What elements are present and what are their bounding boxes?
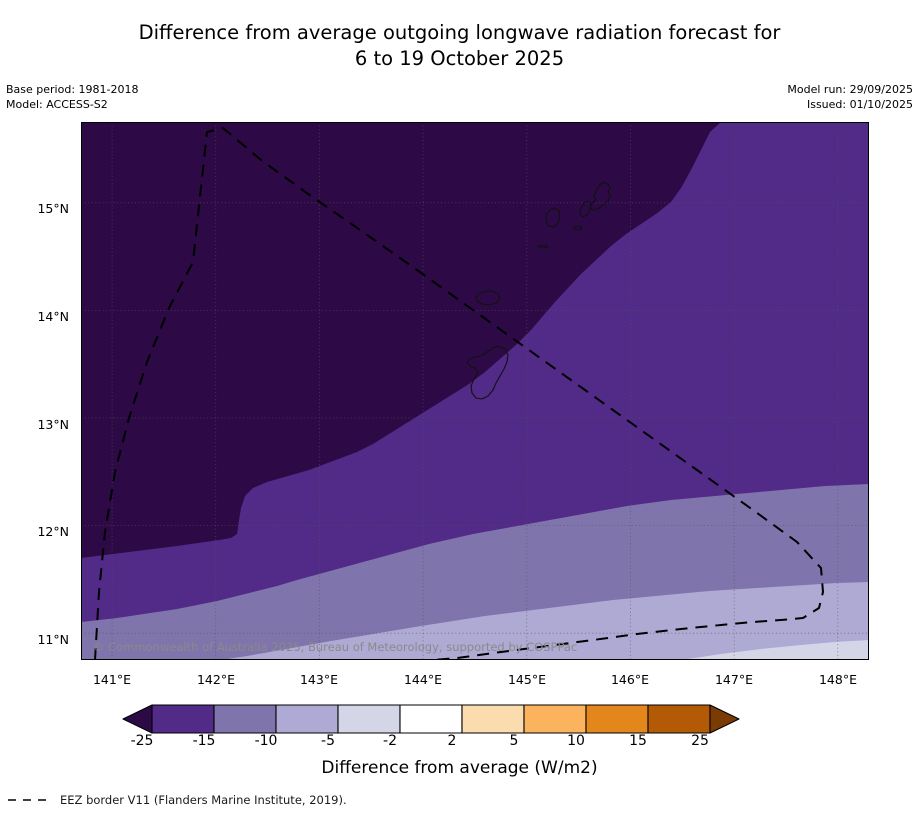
colorbar-tick-5: 5 (509, 733, 519, 749)
colorbar-tick-2: 2 (447, 733, 457, 749)
base-period-text: Base period: 1981-2018 (6, 83, 139, 96)
olr-anomaly-map (81, 122, 869, 660)
colorbar (0, 700, 919, 746)
contour-band-5to-2 (681, 640, 869, 660)
colorbar-tick-15: 15 (629, 733, 647, 749)
colorbar-band-5to-2 (336, 704, 401, 734)
colorbar-tick--15: -15 (192, 733, 216, 749)
x-tick-label-143: 143°E (299, 672, 338, 687)
coastline-saipan (589, 181, 611, 211)
y-tick-label-14: 14°N (37, 309, 69, 324)
eez-border (94, 127, 824, 660)
colorbar-tick--2: -2 (383, 733, 397, 749)
eez-dash-sample-icon (8, 799, 52, 801)
metadata-left: Base period: 1981-2018 Model: ACCESS-S2 (6, 83, 138, 112)
colorbar-band-10to-5 (274, 704, 339, 734)
colorbar-svg (121, 704, 740, 734)
y-tick-label-13: 13°N (37, 417, 69, 432)
contour-fill-group (81, 122, 869, 660)
colorbar-tick--25: -25 (130, 733, 154, 749)
colorbar-extend-low (121, 704, 153, 734)
coastline-rota (545, 207, 561, 228)
title-line-1: Difference from average outgoing longwav… (138, 21, 781, 44)
y-tick-label-12: 12°N (37, 524, 69, 539)
colorbar-tick-10: 10 (567, 733, 585, 749)
map-legend-footer: EEZ border V11 (Flanders Marine Institut… (6, 793, 347, 807)
model-text: Model: ACCESS-S2 (6, 97, 108, 111)
issued-text: Issued: 01/10/2025 (806, 97, 913, 111)
coastline-aguijan (572, 225, 583, 231)
model-run-text: Model run: 29/09/2025 (787, 83, 913, 96)
metadata-right: Model run: 29/09/2025 Issued: 01/10/2025 (787, 83, 913, 112)
coastline-small-islet (537, 244, 549, 249)
y-tick-label-15: 15°N (37, 201, 69, 216)
coastlines-group (466, 181, 611, 400)
coastline-central-island (475, 290, 501, 306)
colorbar-band-15to25 (646, 704, 711, 734)
x-tick-label-141: 141°E (92, 672, 131, 687)
map-plot-area (81, 122, 869, 660)
x-tick-label-145: 145°E (507, 672, 546, 687)
colorbar-band-5to10 (522, 704, 587, 734)
x-tick-label-146: 146°E (610, 672, 649, 687)
x-tick-label-144: 144°E (403, 672, 442, 687)
coastline-guam (466, 345, 509, 400)
colorbar-band-15to-10 (212, 704, 277, 734)
colorbar-band-25to-15 (150, 704, 215, 734)
x-tick-label-147: 147°E (714, 672, 753, 687)
y-tick-label-11: 11°N (37, 632, 69, 647)
contour-band-10to-5 (81, 582, 869, 660)
colorbar-band-2to2 (398, 704, 463, 734)
eez-legend-text: EEZ border V11 (Flanders Marine Institut… (60, 793, 347, 807)
page-title: Difference from average outgoing longwav… (0, 20, 919, 72)
colorbar-tick--5: -5 (321, 733, 335, 749)
plot-border (81, 122, 869, 660)
colorbar-tick--10: -10 (254, 733, 278, 749)
title-line-2: 6 to 19 October 2025 (354, 47, 565, 70)
x-tick-label-142: 142°E (196, 672, 235, 687)
colorbar-tick-25: 25 (691, 733, 709, 749)
colorbar-extend-high (708, 704, 740, 734)
colorbar-band-2to5 (460, 704, 525, 734)
x-tick-label-148: 148°E (818, 672, 857, 687)
colorbar-band-10to15 (584, 704, 649, 734)
contour-band-below-25 (81, 122, 721, 558)
colorbar-title: Difference from average (W/m2) (321, 758, 598, 778)
coastline-tinian (579, 200, 592, 218)
